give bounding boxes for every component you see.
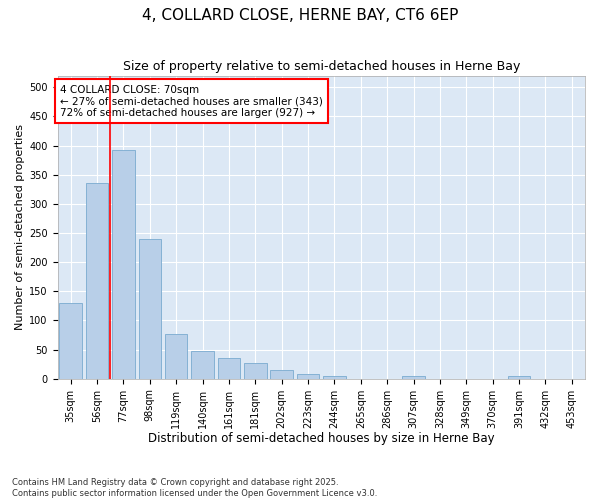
Title: Size of property relative to semi-detached houses in Herne Bay: Size of property relative to semi-detach… — [122, 60, 520, 73]
Bar — [86, 184, 108, 378]
Bar — [218, 358, 240, 378]
Bar — [139, 239, 161, 378]
Bar — [403, 376, 425, 378]
Bar — [112, 150, 134, 378]
Text: 4, COLLARD CLOSE, HERNE BAY, CT6 6EP: 4, COLLARD CLOSE, HERNE BAY, CT6 6EP — [142, 8, 458, 22]
Bar — [165, 334, 187, 378]
Text: 4 COLLARD CLOSE: 70sqm
← 27% of semi-detached houses are smaller (343)
72% of se: 4 COLLARD CLOSE: 70sqm ← 27% of semi-det… — [60, 84, 323, 118]
Bar — [297, 374, 319, 378]
Bar — [323, 376, 346, 378]
Y-axis label: Number of semi-detached properties: Number of semi-detached properties — [15, 124, 25, 330]
Text: Contains HM Land Registry data © Crown copyright and database right 2025.
Contai: Contains HM Land Registry data © Crown c… — [12, 478, 377, 498]
X-axis label: Distribution of semi-detached houses by size in Herne Bay: Distribution of semi-detached houses by … — [148, 432, 494, 445]
Bar — [59, 303, 82, 378]
Bar — [508, 376, 530, 378]
Bar — [271, 370, 293, 378]
Bar — [191, 351, 214, 378]
Bar — [244, 363, 266, 378]
